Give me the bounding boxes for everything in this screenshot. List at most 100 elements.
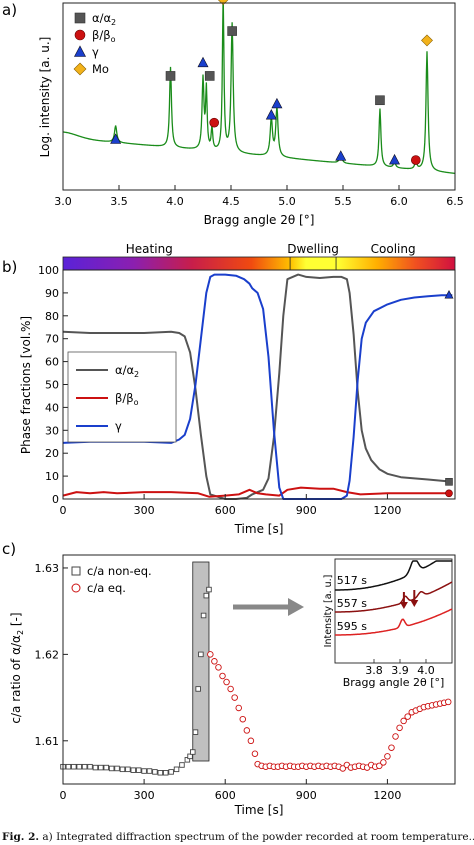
data-point-0 (192, 729, 199, 735)
data-point-1 (223, 678, 230, 686)
x-tick-label-a: 4.5 (222, 195, 240, 208)
data-point-1 (251, 750, 259, 758)
legend-a-label-3-main: Mo (92, 62, 109, 76)
data-point-1 (384, 753, 391, 760)
y-tick-label-b: 10 (45, 470, 59, 483)
inset-curve-2 (335, 608, 453, 636)
data-point-0 (65, 763, 72, 770)
peak-marker-0 (110, 133, 122, 144)
x-tick-label-c: 0 (60, 789, 67, 802)
spectrum-line (62, 0, 456, 175)
data-point-0 (206, 586, 212, 593)
plot-frame-c (62, 554, 456, 785)
legend-a-label-2: γ (92, 45, 99, 59)
temperature-bar (62, 256, 456, 271)
y-tick-label-b: 80 (45, 310, 59, 323)
peak-marker-4 (209, 117, 219, 128)
data-point-0 (179, 762, 185, 768)
x-axis-label-b: Time [s] (234, 522, 284, 536)
x-tick-label-a: 5.5 (334, 195, 352, 208)
inset-curve-label-1: 557 s (337, 597, 367, 610)
legend-a-marker-0 (74, 12, 86, 24)
data-point-1 (231, 694, 238, 701)
data-point-1 (388, 744, 395, 751)
data-point-0 (146, 768, 153, 774)
data-point-1 (239, 715, 247, 723)
y-tick-label-b: 60 (45, 356, 59, 369)
data-point-1 (392, 733, 399, 740)
peak-marker-12 (410, 155, 421, 165)
peak-marker-7 (265, 109, 277, 120)
data-point-0 (130, 767, 137, 773)
x-tick-label-b: 1200 (373, 504, 401, 517)
caption-text: a) Integrated diffraction spectrum of th… (42, 831, 474, 843)
y-tick-label-b: 90 (45, 287, 59, 300)
data-point-1 (235, 704, 242, 712)
y-tick-label-b: 50 (45, 379, 59, 392)
data-point-1 (211, 658, 218, 665)
stage-label-2: Cooling (371, 242, 416, 256)
legend-a-label-2-main: γ (92, 45, 99, 59)
data-point-0 (203, 592, 210, 599)
peak-marker-8 (271, 97, 283, 109)
data-point-0 (81, 763, 88, 770)
non-eq-region (192, 561, 210, 762)
stage-label-1: Dwelling (287, 242, 339, 256)
x-axis-label-a: Bragg angle 2θ [°] (204, 213, 315, 227)
end-marker-0 (444, 290, 454, 299)
data-point-1 (444, 698, 452, 706)
data-point-0 (157, 770, 164, 776)
data-point-0 (92, 764, 99, 771)
peak-marker-11 (389, 153, 401, 165)
series-line-2 (62, 273, 453, 500)
data-point-0 (114, 765, 120, 772)
data-point-0 (152, 769, 158, 775)
data-point-1 (215, 664, 222, 671)
peak-marker-1 (165, 71, 176, 81)
legend-c-marker-1 (71, 583, 81, 593)
legend-a-label-1: β/βo (92, 28, 116, 44)
figure-caption: Fig. 2. a) Integrated diffraction spectr… (2, 829, 474, 845)
y-axis-label-a: Log. intensity [a. u.] (38, 37, 52, 158)
data-point-0 (119, 766, 126, 773)
data-point-1 (227, 685, 234, 693)
data-point-0 (141, 768, 147, 774)
legend-a-label-3: Mo (92, 62, 109, 76)
data-point-0 (125, 766, 131, 773)
x-tick-label-b: 600 (215, 504, 236, 517)
panel-b: b) Heating Dwelling Cooling 01020304050607… (2, 242, 456, 536)
legend-c-marker-0 (71, 566, 81, 576)
x-tick-label-c: 600 (215, 789, 236, 802)
data-point-0 (162, 770, 169, 776)
data-point-0 (198, 651, 204, 658)
data-point-0 (168, 769, 174, 775)
inset-x-tick-label: 3.9 (391, 664, 409, 677)
x-tick-label-c: 900 (296, 789, 317, 802)
legend-c: c/a non-eq. c/a eq. (71, 564, 152, 595)
y-axis-label-b: Phase fractions [vol.%] (19, 316, 33, 454)
spectrum-plot (62, 0, 456, 175)
peak-marker-6 (227, 26, 237, 36)
end-marker-1 (445, 478, 453, 486)
y-axis-label-c-main: c/a ratio of α/α (9, 635, 23, 724)
panel-label-c: c) (2, 540, 16, 558)
data-point-0 (200, 612, 207, 619)
data-point-1 (219, 672, 226, 680)
peak-marker-10 (375, 95, 385, 106)
data-point-1 (396, 724, 403, 732)
ca-plot (60, 561, 452, 776)
x-tick-label-c: 300 (134, 789, 155, 802)
data-point-0 (76, 763, 82, 770)
x-tick-label-b: 300 (134, 504, 155, 517)
legend-b-label-0-sub: 2 (134, 370, 139, 379)
peak-marker-9 (335, 150, 347, 161)
inset-curve-label-0: 517 s (337, 574, 367, 587)
data-point-1 (207, 651, 214, 658)
y-tick-label-b: 20 (45, 447, 59, 460)
data-point-0 (87, 763, 93, 770)
down-arrow-icon (410, 600, 419, 607)
y-tick-label-c: 1.62 (35, 648, 60, 661)
x-axis-label-c: Time [s] (234, 803, 284, 817)
